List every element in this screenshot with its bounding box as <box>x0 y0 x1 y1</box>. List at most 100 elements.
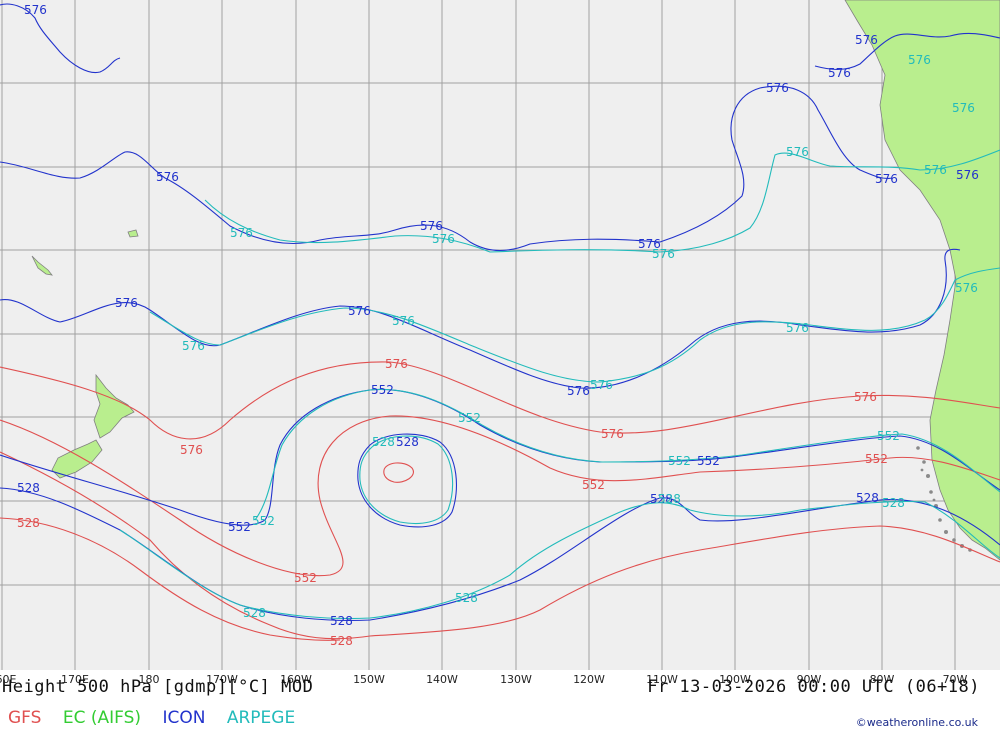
contour-label: 576 <box>828 66 851 80</box>
contour-label: 576 <box>392 314 415 328</box>
contour-label: 528 <box>17 481 40 495</box>
ocean-background <box>0 0 1000 670</box>
contour-label: 552 <box>252 514 275 528</box>
longitude-label: 170E <box>61 673 89 686</box>
contour-label: 552 <box>371 383 394 397</box>
gfs-528-west-contour <box>0 517 341 641</box>
icon-576-upper-right-contour <box>814 32 1000 71</box>
contour-label: 576 <box>601 427 624 441</box>
model-legend: GFS EC (AIFS) ICON ARPEGE <box>8 708 311 728</box>
longitude-label: 130W <box>500 673 532 686</box>
contour-label: 528 <box>455 591 478 605</box>
legend-arpege[interactable]: ARPEGE <box>226 708 296 728</box>
contour-label: 576 <box>590 378 613 392</box>
contour-label: 576 <box>956 168 979 182</box>
contour-label: 576 <box>432 232 455 246</box>
contour-label: 552 <box>668 454 691 468</box>
gfs-528-contour <box>0 451 1000 640</box>
contour-label: 552 <box>228 520 251 534</box>
contour-label: 552 <box>582 478 605 492</box>
contour-label: 552 <box>294 571 317 585</box>
longitude-label: 180 <box>138 673 160 686</box>
contour-label: 552 <box>697 454 720 468</box>
legend-gfs[interactable]: GFS <box>8 708 42 728</box>
contour-label: 576 <box>952 101 975 115</box>
contour-label: 576 <box>652 247 675 261</box>
longitude-label: 140W <box>426 673 458 686</box>
arpege-contours <box>119 149 1000 620</box>
contour-label: 576 <box>908 53 931 67</box>
contour-label: 576 <box>348 304 371 318</box>
contour-label: 576 <box>385 357 408 371</box>
arpege-552-contour <box>254 388 1000 521</box>
arpege-528-contour <box>119 500 1000 620</box>
longitude-label: 100W <box>719 673 751 686</box>
contour-label: 576 <box>766 81 789 95</box>
contour-label: 552 <box>865 452 888 466</box>
contour-label: 576 <box>567 384 590 398</box>
contour-label: 576 <box>854 390 877 404</box>
legend-ec-aifs[interactable]: EC (AIFS) <box>62 708 142 728</box>
new-caledonia <box>31 255 53 276</box>
contour-label: 528 <box>650 492 673 506</box>
contour-label: 576 <box>638 237 661 251</box>
land-masses <box>31 0 1000 561</box>
gfs-contours <box>0 361 1000 641</box>
contour-label: 552 <box>458 411 481 425</box>
new-zealand-north-island <box>93 373 135 439</box>
arpege-576-north-contour <box>204 149 1000 253</box>
lat-lon-grid <box>0 0 1000 670</box>
south-america-land <box>844 0 1000 561</box>
contour-label: 576 <box>955 281 978 295</box>
arpege-528-ring <box>359 435 454 525</box>
footer-panel <box>0 670 1000 733</box>
contour-label: 576 <box>180 443 203 457</box>
forecast-datetime: Fr 13-03-2026 00:00 UTC (06+18) <box>647 677 980 697</box>
credit-link[interactable]: ©weatheronline.co.uk <box>855 716 978 729</box>
contour-label: 528 <box>330 634 353 648</box>
longitude-label: 150W <box>353 673 385 686</box>
longitude-label: 170W <box>206 673 238 686</box>
contour-labels: 576 576 576 576 576 576 576 576 576 576 … <box>17 3 979 648</box>
contour-label: 576 <box>182 339 205 353</box>
contour-label: 576 <box>156 170 179 184</box>
contour-label: 576 <box>230 226 253 240</box>
contour-label: 528 <box>17 516 40 530</box>
contour-label: 528 <box>372 435 395 449</box>
contour-label: 576 <box>115 296 138 310</box>
longitude-label: 120W <box>573 673 605 686</box>
contour-label: 528 <box>658 492 681 506</box>
longitude-label: 160W <box>280 673 312 686</box>
icon-576-middle-contour <box>0 248 961 389</box>
icon-576-top-left-contour <box>0 3 121 74</box>
contour-label: 576 <box>786 321 809 335</box>
gfs-552-contour <box>0 415 1000 577</box>
contour-label: 576 <box>855 33 878 47</box>
longitude-label: 60E <box>0 673 17 686</box>
contour-label: 552 <box>877 429 900 443</box>
fiji-island <box>127 229 139 238</box>
contour-label: 576 <box>420 219 443 233</box>
gfs-552-small-ring <box>383 462 414 483</box>
contour-label: 528 <box>243 606 266 620</box>
longitude-label: 90W <box>796 673 822 686</box>
contour-label: 576 <box>24 3 47 17</box>
longitude-label: 70W <box>942 673 968 686</box>
icon-576-north-contour <box>0 85 893 251</box>
contour-label: 576 <box>875 172 898 186</box>
contour-label: 528 <box>856 491 879 505</box>
longitude-label: 110W <box>646 673 678 686</box>
weather-map[interactable]: 576 576 576 576 576 576 576 576 576 576 … <box>0 0 1000 670</box>
contour-label: 528 <box>396 435 419 449</box>
map-title: Height 500 hPa [gdmp][°C] MOD <box>2 677 314 697</box>
longitude-label: 80W <box>869 673 895 686</box>
arpege-576-middle-contour <box>149 267 1000 383</box>
icon-528-ring <box>357 433 457 528</box>
gfs-576-contour <box>0 361 1000 440</box>
contour-label: 528 <box>882 496 905 510</box>
contour-label: 528 <box>330 614 353 628</box>
contour-label: 576 <box>924 163 947 177</box>
contour-label: 576 <box>786 145 809 159</box>
new-zealand-south-island <box>51 439 103 479</box>
legend-icon[interactable]: ICON <box>162 708 206 728</box>
